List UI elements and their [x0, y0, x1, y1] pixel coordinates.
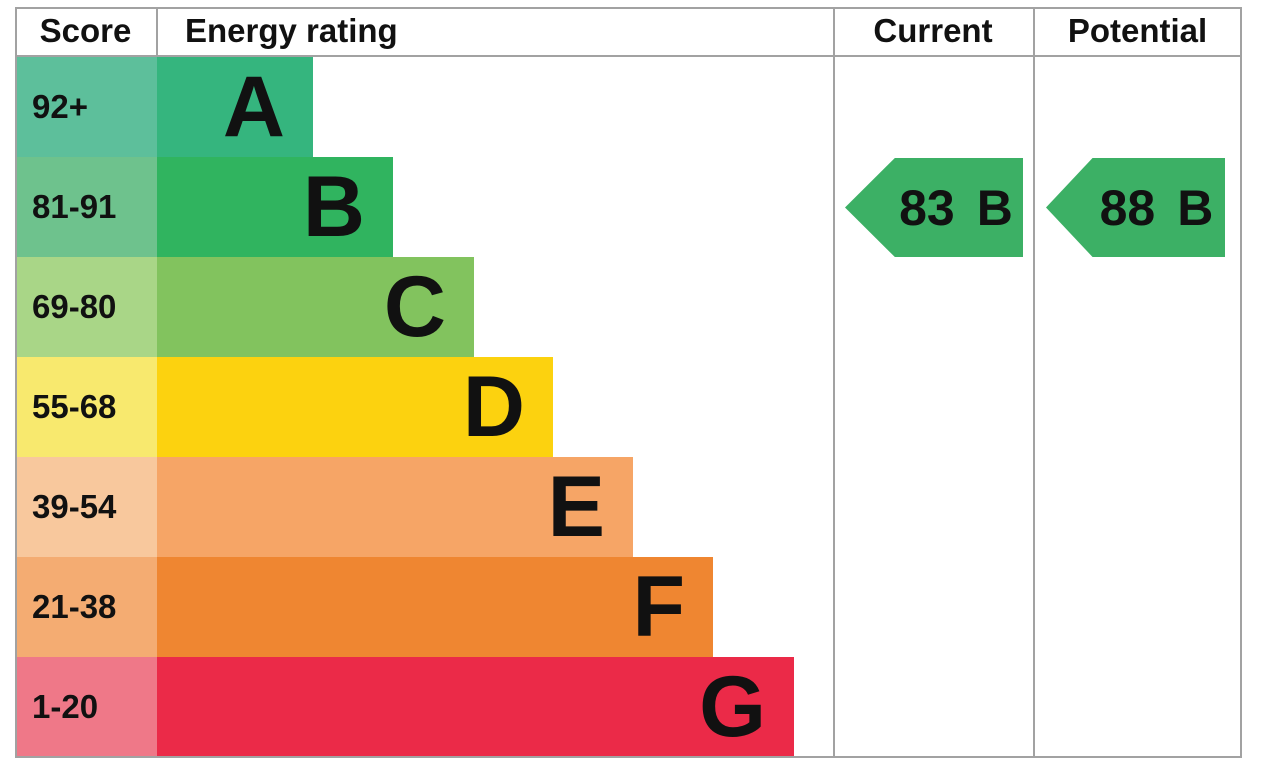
band-bar-b: B [157, 157, 393, 257]
current-column-divider [833, 7, 835, 758]
band-letter-c: C [383, 259, 446, 355]
band-bar-c: C [157, 257, 474, 357]
score-range-e: 39-54 [17, 457, 157, 557]
score-range-g: 1-20 [17, 657, 157, 757]
potential-column-divider [1033, 7, 1035, 758]
potential-column-header: Potential [1067, 12, 1208, 49]
score-column-divider [156, 7, 158, 55]
band-letter-d: D [462, 359, 525, 455]
band-bar-f: F [157, 557, 713, 657]
band-letter-f: F [632, 559, 685, 655]
energy-rating-column-header: Energy rating [185, 12, 398, 49]
band-row-b: 81-91 B [0, 157, 1262, 257]
band-row-c: 69-80 C [0, 257, 1262, 357]
band-bar-g: G [157, 657, 794, 757]
band-bar-a: A [157, 57, 313, 157]
band-bar-e: E [157, 457, 633, 557]
band-row-e: 39-54 E [0, 457, 1262, 557]
band-letter-a: A [222, 59, 285, 155]
score-range-f: 21-38 [17, 557, 157, 657]
score-range-b: 81-91 [17, 157, 157, 257]
potential-rating-letter: B [1177, 179, 1214, 236]
band-row-d: 55-68 D [0, 357, 1262, 457]
current-rating-score: 83 [899, 179, 955, 236]
current-rating-letter: B [976, 179, 1013, 236]
score-range-d: 55-68 [17, 357, 157, 457]
band-letter-e: E [547, 459, 605, 555]
header-divider-line [15, 55, 1242, 57]
score-range-c: 69-80 [17, 257, 157, 357]
current-column-header: Current [873, 12, 993, 49]
band-bar-d: D [157, 357, 553, 457]
band-row-a: 92+ A [0, 57, 1262, 157]
band-letter-b: B [302, 159, 365, 255]
band-row-f: 21-38 F [0, 557, 1262, 657]
score-range-a: 92+ [17, 57, 157, 157]
potential-rating-score: 88 [1099, 179, 1156, 236]
score-column-header: Score [39, 12, 132, 49]
band-letter-g: G [699, 659, 766, 755]
band-row-g: 1-20 G [0, 657, 1262, 757]
